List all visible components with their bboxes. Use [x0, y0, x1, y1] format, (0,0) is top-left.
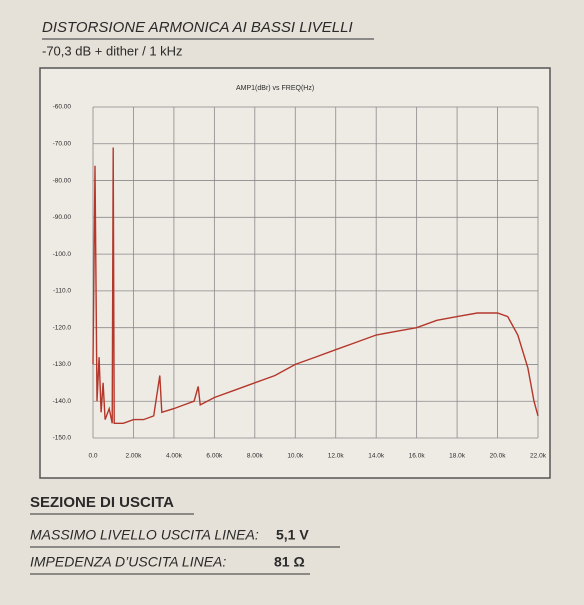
x-tick-label: 20.0k — [490, 453, 507, 460]
row-value: 81 Ω — [274, 554, 305, 570]
x-tick-label: 22.0k — [530, 453, 547, 460]
header-title: DISTORSIONE ARMONICA AI BASSI LIVELLI — [42, 19, 353, 36]
y-tick-label: -130.0 — [53, 361, 72, 368]
x-tick-label: 10.0k — [287, 453, 304, 460]
x-tick-label: 14.0k — [368, 453, 385, 460]
y-tick-label: -90.00 — [53, 214, 72, 221]
x-tick-label: 18.0k — [449, 453, 466, 460]
y-tick-label: -60.00 — [53, 104, 72, 111]
y-tick-label: -100.0 — [53, 251, 72, 258]
x-tick-label: 4.00k — [166, 453, 183, 460]
x-tick-label: 12.0k — [328, 453, 345, 460]
row-label: IMPEDENZA D’USCITA LINEA: — [30, 554, 226, 570]
x-tick-label: 0.0 — [88, 453, 97, 460]
y-tick-label: -120.0 — [53, 324, 72, 331]
row-label: MASSIMO LIVELLO USCITA LINEA: — [30, 527, 259, 543]
y-tick-label: -110.0 — [53, 288, 71, 295]
y-tick-label: -80.00 — [53, 177, 72, 184]
y-tick-label: -140.0 — [53, 398, 72, 405]
data-line — [92, 147, 539, 424]
y-tick-label: -150.0 — [53, 435, 72, 442]
chart-title: AMP1(dBr) vs FREQ(Hz) — [236, 85, 314, 92]
x-tick-label: 2.00k — [126, 453, 143, 460]
section-title: SEZIONE DI USCITA — [30, 494, 174, 511]
x-tick-label: 8.00k — [247, 453, 264, 460]
header-subtitle: -70,3 dB + dither / 1 kHz — [42, 43, 183, 58]
x-tick-label: 6.00k — [206, 453, 223, 460]
row-value: 5,1 V — [276, 527, 309, 543]
y-tick-label: -70.00 — [53, 140, 72, 147]
x-tick-label: 16.0k — [409, 453, 426, 460]
